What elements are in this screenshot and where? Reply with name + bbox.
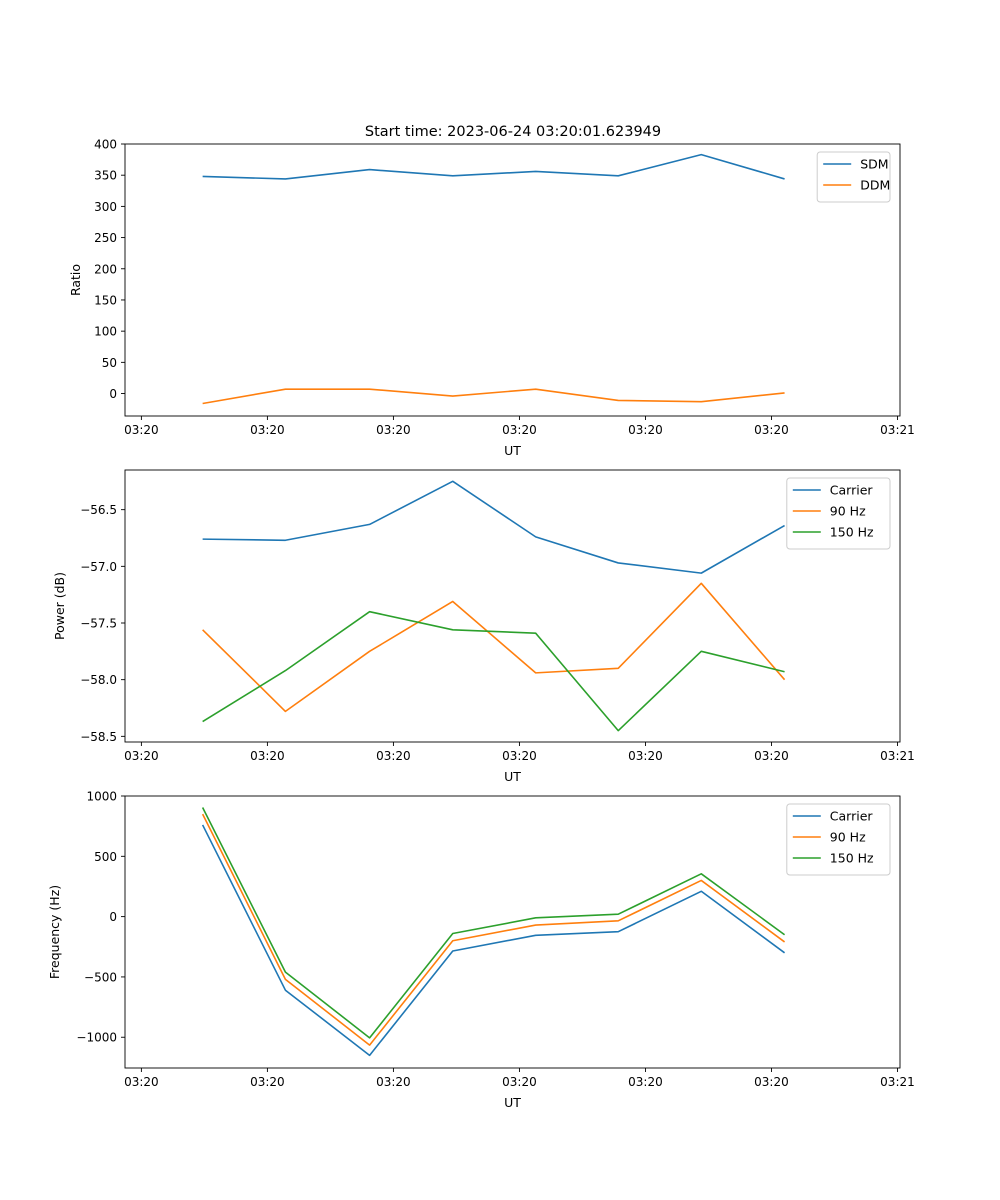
- x-tick-label: 03:20: [124, 423, 159, 437]
- x-tick-label: 03:20: [502, 423, 537, 437]
- series-line-90-hz: [202, 582, 786, 713]
- x-tick-label: 03:20: [250, 423, 285, 437]
- series-line-sdm: [202, 153, 785, 180]
- legend: Carrier 90 Hz 150 Hz: [786, 477, 891, 550]
- x-tick-label: 03:20: [376, 1075, 411, 1089]
- y-tick-label: 250: [94, 231, 117, 245]
- x-tick-label: 03:21: [880, 1075, 915, 1089]
- y-tick-label: −58.5: [80, 730, 117, 744]
- y-tick-label: 1000: [86, 790, 117, 804]
- x-tick-label: 03:20: [124, 749, 159, 763]
- y-tick-label: 350: [94, 169, 117, 183]
- x-axis-label: UT: [504, 769, 521, 784]
- x-tick-label: 03:20: [376, 749, 411, 763]
- figure-title: Start time: 2023-06-24 03:20:01.623949: [365, 124, 661, 140]
- legend: Carrier 90 Hz 150 Hz: [786, 803, 891, 876]
- y-tick-label: 400: [94, 138, 117, 152]
- y-tick-label: 150: [94, 293, 117, 307]
- axes-frame: [124, 795, 901, 1069]
- series-line-90-hz: [201, 813, 786, 1046]
- chart-panel-2: 03:20 03:20 03:20 03:20 03:20 03:20 03:21 −58.5…: [52, 469, 915, 784]
- legend-entry: Carrier: [830, 809, 874, 824]
- x-tick-label: 03:20: [754, 749, 789, 763]
- y-tick-label: 50: [102, 356, 117, 370]
- y-tick-label: 100: [94, 325, 117, 339]
- x-axis-label: UT: [504, 1095, 521, 1110]
- axes-frame: [124, 143, 901, 417]
- y-axis-label: Power (dB): [52, 572, 67, 640]
- x-tick-label: 03:20: [502, 1075, 537, 1089]
- x-tick-label: 03:20: [250, 749, 285, 763]
- legend-entry: 150 Hz: [830, 851, 874, 866]
- x-tick-label: 03:20: [124, 1075, 159, 1089]
- x-tick-label: 03:21: [880, 423, 915, 437]
- legend-entry: 90 Hz: [830, 504, 866, 519]
- series-line-carrier: [201, 824, 786, 1057]
- x-tick-label: 03:20: [754, 1075, 789, 1089]
- y-tick-label: 0: [109, 910, 117, 924]
- series-line-carrier: [202, 480, 785, 574]
- series-line-150-hz: [201, 807, 786, 1039]
- x-tick-label: 03:20: [628, 749, 663, 763]
- y-tick-label: 0: [109, 387, 117, 401]
- legend-entry: 150 Hz: [830, 525, 874, 540]
- y-tick-label: −57.5: [80, 617, 117, 631]
- y-tick-label: −1000: [76, 1031, 117, 1045]
- x-tick-label: 03:20: [628, 423, 663, 437]
- x-tick-label: 03:21: [880, 749, 915, 763]
- x-axis-label: UT: [504, 443, 521, 458]
- y-tick-label: −58.0: [80, 673, 117, 687]
- y-tick-label: 500: [94, 850, 117, 864]
- legend-entry: Carrier: [830, 483, 874, 498]
- x-tick-label: 03:20: [250, 1075, 285, 1089]
- x-tick-label: 03:20: [628, 1075, 663, 1089]
- legend-entry: SDM: [860, 157, 888, 172]
- y-tick-label: −56.5: [80, 503, 117, 517]
- legend: SDM DDM: [816, 151, 891, 203]
- series-line-ddm: [202, 388, 785, 405]
- y-tick-label: −500: [84, 970, 117, 984]
- axes-frame: [124, 469, 901, 743]
- series-line-150-hz: [202, 610, 785, 732]
- chart-panel-3: 03:20 03:20 03:20 03:20 03:20 03:20 03:21 −1000…: [47, 790, 915, 1111]
- legend-entry: 90 Hz: [830, 830, 866, 845]
- y-tick-label: 200: [94, 262, 117, 276]
- y-axis-label: Ratio: [68, 264, 83, 296]
- x-tick-label: 03:20: [376, 423, 411, 437]
- legend-entry: DDM: [860, 178, 890, 193]
- y-tick-label: 300: [94, 200, 117, 214]
- y-tick-label: −57.0: [80, 560, 117, 574]
- chart-panel-1: 03:20 03:20 03:20 03:20 03:20 03:20 03:21 0 50 10…: [68, 138, 915, 459]
- x-tick-label: 03:20: [754, 423, 789, 437]
- x-tick-label: 03:20: [502, 749, 537, 763]
- y-axis-label: Frequency (Hz): [47, 885, 62, 979]
